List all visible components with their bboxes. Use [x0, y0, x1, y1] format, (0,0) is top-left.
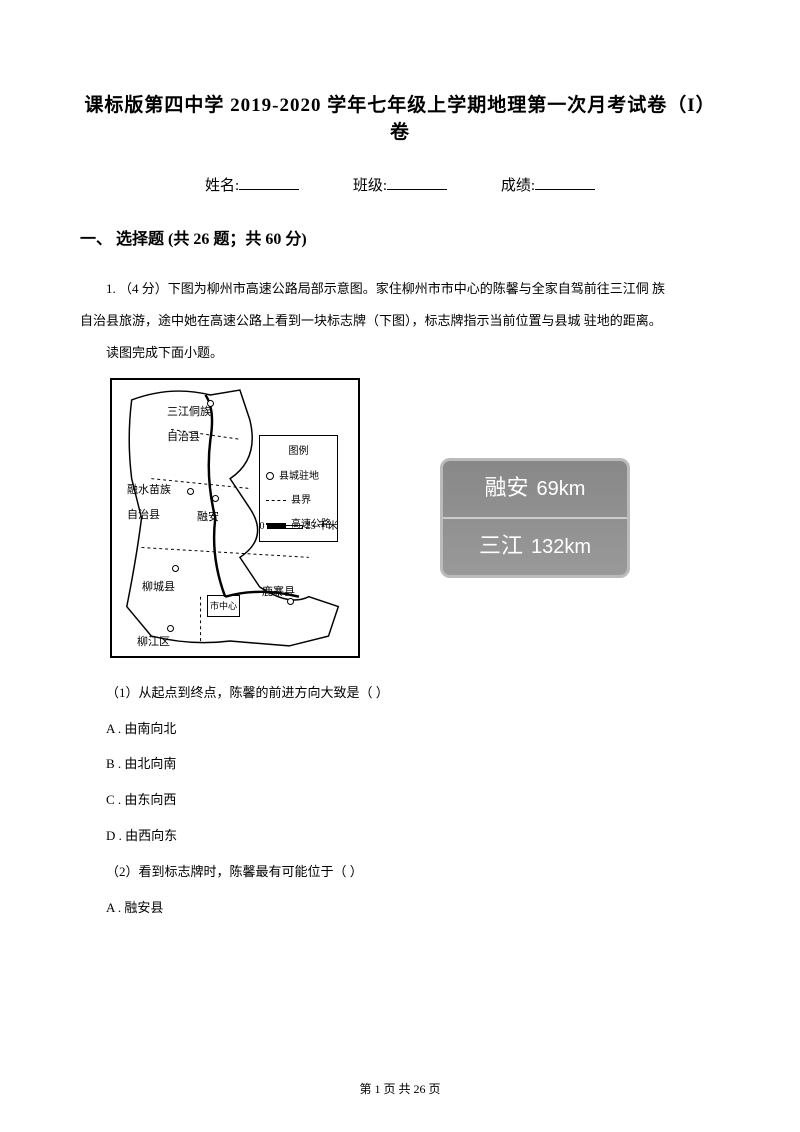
- highway-sign: 融安 69km 三江 132km: [440, 458, 630, 578]
- section-header: 一、 选择题 (共 26 题；共 60 分): [80, 225, 720, 249]
- q1-line3: 读图完成下面小题。: [80, 338, 720, 368]
- legend-title: 图例: [266, 440, 331, 463]
- exam-title: 课标版第四中学 2019-2020 学年七年级上学期地理第一次月考试卷（I）卷: [80, 90, 720, 144]
- class-blank[interactable]: [387, 189, 447, 190]
- scale-right: 25 千米: [306, 521, 339, 532]
- sub-question-2: （2）看到标志牌时，陈馨最有可能位于（ ）: [80, 857, 720, 887]
- dot-rongan: [212, 495, 219, 502]
- sign-name-2: 三江: [479, 521, 523, 572]
- q1-line1: 1. （4 分）下图为柳州市高速公路局部示意图。家住柳州市市中心的陈馨与全家自驾…: [80, 274, 720, 304]
- map-figure: 三江侗族 自治县 融水苗族 自治县 融安 柳城县 鹿寨县 市中心 柳江区 图例 …: [110, 378, 360, 658]
- sign-row-1: 融安 69km: [443, 461, 627, 517]
- map-label-rongan: 融安: [197, 505, 219, 530]
- legend-circle-icon: [266, 472, 274, 480]
- figures-row: 三江侗族 自治县 融水苗族 自治县 融安 柳城县 鹿寨县 市中心 柳江区 图例 …: [110, 378, 720, 658]
- sign-row-2: 三江 132km: [443, 517, 627, 575]
- sign-name-1: 融安: [485, 463, 529, 514]
- option-1b: B . 由北向南: [80, 749, 720, 779]
- scale-left: 0: [260, 521, 265, 532]
- map-label-center: 市中心: [207, 595, 240, 618]
- option-2a: A . 融安县: [80, 893, 720, 923]
- scale-bar: 0 25 千米: [260, 515, 339, 538]
- q1-line2: 自治县旅游，途中她在高速公路上看到一块标志牌（下图），标志牌指示当前位置与县城 …: [80, 306, 720, 336]
- dot-rongshui: [187, 488, 194, 495]
- student-info-row: 姓名: 班级: 成绩:: [80, 174, 720, 195]
- sign-dist-1: 69km: [537, 466, 586, 512]
- sub-question-1: （1）从起点到终点，陈馨的前进方向大致是（ ）: [80, 678, 720, 708]
- legend-county-label: 县城驻地: [279, 465, 319, 488]
- dot-sanjiang: [207, 400, 214, 407]
- dot-liucheng: [172, 565, 179, 572]
- score-label: 成绩:: [501, 174, 535, 195]
- page-footer: 第 1 页 共 26 页: [0, 1080, 800, 1097]
- option-1a: A . 由南向北: [80, 714, 720, 744]
- option-1c: C . 由东向西: [80, 785, 720, 815]
- legend-line-icon: [266, 500, 286, 501]
- map-label-rongshui: 融水苗族 自治县: [127, 478, 171, 529]
- map-label-liucheng: 柳城县: [142, 575, 175, 600]
- map-label-luzhai: 鹿寨县: [262, 580, 295, 605]
- map-label-sanjiang: 三江侗族 自治县: [167, 400, 211, 451]
- name-blank[interactable]: [239, 189, 299, 190]
- class-label: 班级:: [353, 174, 387, 195]
- legend-border-label: 县界: [291, 489, 311, 512]
- score-blank[interactable]: [535, 189, 595, 190]
- name-label: 姓名:: [205, 174, 239, 195]
- map-label-liujiang: 柳江区: [137, 630, 170, 655]
- question-1: 1. （4 分）下图为柳州市高速公路局部示意图。家住柳州市市中心的陈馨与全家自驾…: [80, 274, 720, 923]
- option-1d: D . 由西向东: [80, 821, 720, 851]
- sign-dist-2: 132km: [531, 524, 591, 570]
